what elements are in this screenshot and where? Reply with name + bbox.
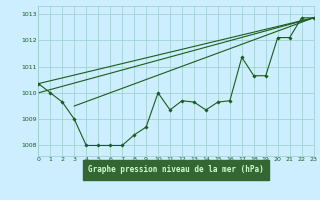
X-axis label: Graphe pression niveau de la mer (hPa): Graphe pression niveau de la mer (hPa): [88, 165, 264, 174]
